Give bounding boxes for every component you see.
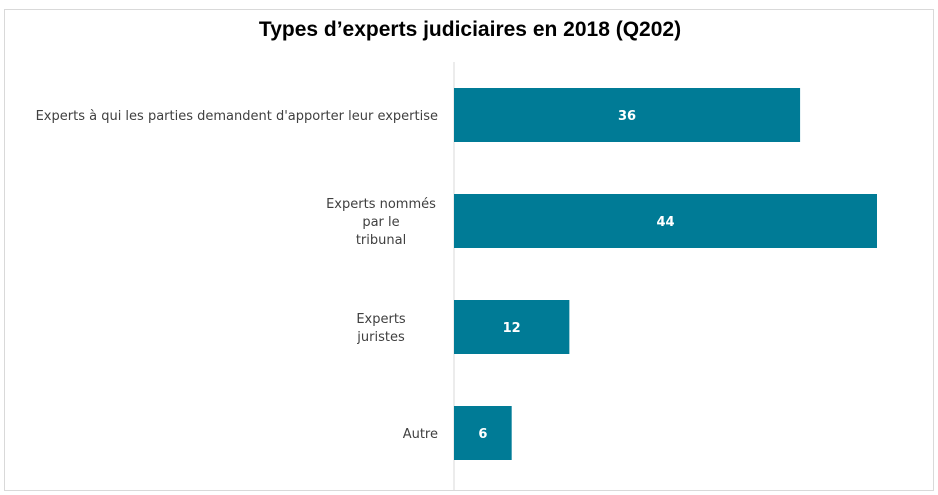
category-label-4: Autre [403, 427, 438, 442]
bar-2 [454, 194, 877, 248]
bar-3 [454, 300, 570, 354]
category-label-3: Experts juristes [356, 312, 406, 345]
category-label-2: Experts nommés par le tribunal [326, 197, 436, 248]
data-label-4: 6 [478, 427, 487, 442]
data-label-2: 44 [656, 215, 674, 230]
data-label-3: 12 [503, 321, 521, 336]
category-label-1: Experts à qui les parties demandent d'ap… [36, 109, 438, 124]
chart-title: Types d’experts judiciaires en 2018 (Q20… [258, 18, 682, 41]
bar-1 [454, 88, 801, 142]
data-label-1: 36 [618, 109, 636, 124]
bar-4 [454, 406, 512, 460]
